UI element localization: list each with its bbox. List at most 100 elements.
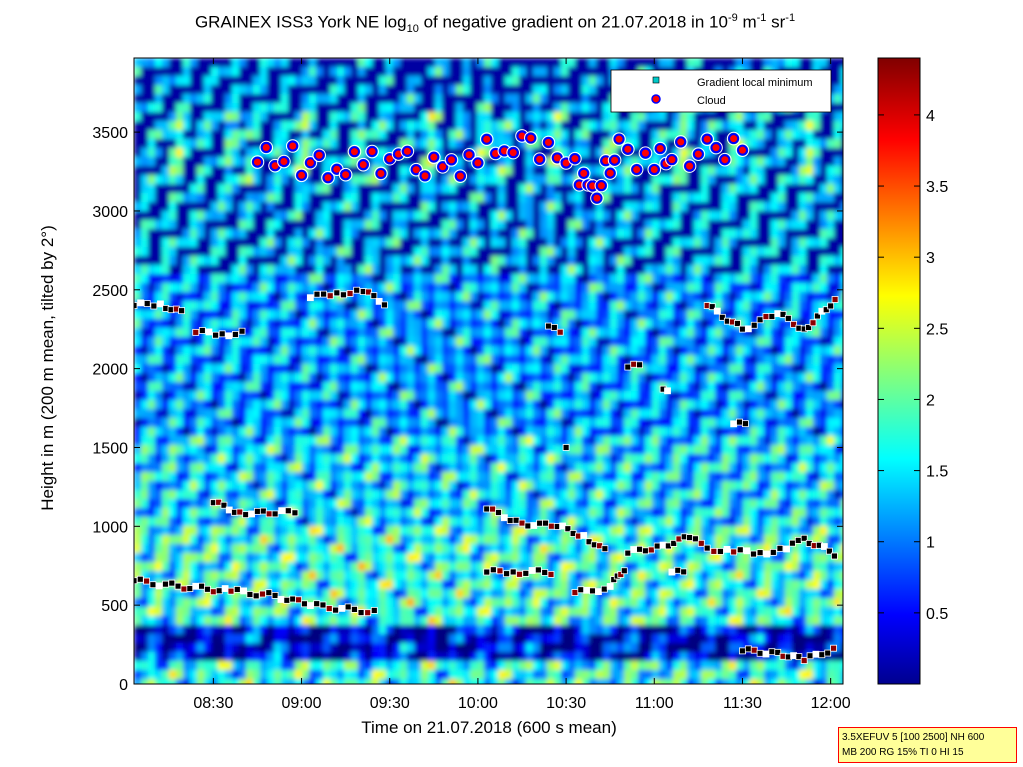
heat-cell xyxy=(134,454,142,464)
heat-cell xyxy=(309,148,317,158)
heat-cell xyxy=(470,454,478,464)
heat-cell xyxy=(589,283,597,293)
heat-cell xyxy=(610,526,618,536)
heat-cell xyxy=(463,310,471,320)
heat-cell xyxy=(449,67,457,77)
heat-cell xyxy=(162,373,170,383)
heat-cell xyxy=(428,139,436,149)
heat-cell xyxy=(470,202,478,212)
heat-cell xyxy=(232,265,240,275)
heat-cell xyxy=(330,580,338,590)
heat-cell xyxy=(533,418,541,428)
heat-cell xyxy=(561,364,569,374)
heat-cell xyxy=(568,364,576,374)
heat-cell xyxy=(358,355,366,365)
heat-cell xyxy=(365,508,373,518)
heat-cell xyxy=(141,292,149,302)
heat-cell xyxy=(267,310,275,320)
heat-cell xyxy=(134,211,142,221)
heat-cell xyxy=(295,67,303,77)
heat-cell xyxy=(456,292,464,302)
heat-cell xyxy=(463,436,471,446)
heat-cell xyxy=(365,517,373,527)
heat-cell xyxy=(624,598,632,608)
heat-cell xyxy=(295,472,303,482)
heat-cell xyxy=(512,121,520,131)
heat-cell xyxy=(323,643,331,653)
heat-cell xyxy=(596,166,604,176)
heat-cell xyxy=(288,589,296,599)
heat-cell xyxy=(134,148,142,158)
heat-cell xyxy=(498,175,506,185)
heat-cell xyxy=(421,499,429,509)
heat-cell xyxy=(456,220,464,230)
heat-cell xyxy=(470,112,478,122)
heat-cell xyxy=(246,562,254,572)
heat-cell xyxy=(526,301,534,311)
heat-cell xyxy=(204,508,212,518)
heat-cell xyxy=(575,76,583,86)
heat-cell xyxy=(134,382,142,392)
heat-cell xyxy=(323,589,331,599)
heat-cell xyxy=(239,391,247,401)
heat-cell xyxy=(302,391,310,401)
heat-cell xyxy=(211,94,219,104)
heat-cell xyxy=(232,472,240,482)
heat-cell xyxy=(330,139,338,149)
heat-cell xyxy=(162,247,170,257)
heat-cell xyxy=(386,670,394,680)
heat-cell xyxy=(533,238,541,248)
heat-cell xyxy=(134,643,142,653)
heat-cell xyxy=(183,175,191,185)
heat-cell xyxy=(372,616,380,626)
heat-cell xyxy=(414,445,422,455)
heat-cell xyxy=(407,661,415,671)
heat-cell xyxy=(624,580,632,590)
heat-cell xyxy=(211,166,219,176)
heat-cell xyxy=(526,400,534,410)
heat-cell xyxy=(197,112,205,122)
heat-cell xyxy=(379,661,387,671)
heat-cell xyxy=(526,292,534,302)
heat-cell xyxy=(442,472,450,482)
heat-cell xyxy=(477,589,485,599)
heat-cell xyxy=(148,373,156,383)
heat-cell xyxy=(246,364,254,374)
heat-cell xyxy=(617,409,625,419)
heat-cell xyxy=(148,598,156,608)
heat-cell xyxy=(204,274,212,284)
heat-cell xyxy=(141,256,149,266)
heat-cell xyxy=(442,292,450,302)
heat-cell xyxy=(316,634,324,644)
heat-cell xyxy=(596,553,604,563)
heat-cell xyxy=(414,436,422,446)
heat-cell xyxy=(477,526,485,536)
heat-cell xyxy=(428,652,436,662)
heat-cell xyxy=(281,463,289,473)
heat-cell xyxy=(554,535,562,545)
heat-cell xyxy=(183,193,191,203)
heat-cell xyxy=(337,508,345,518)
heat-cell xyxy=(484,94,492,104)
heat-cell xyxy=(281,490,289,500)
heat-cell xyxy=(386,526,394,536)
heat-cell xyxy=(456,535,464,545)
heat-cell xyxy=(134,238,142,248)
heat-cell xyxy=(232,139,240,149)
heat-cell xyxy=(330,328,338,338)
heat-cell xyxy=(456,112,464,122)
heat-cell xyxy=(260,472,268,482)
heat-cell xyxy=(169,67,177,77)
heat-cell xyxy=(218,643,226,653)
heat-cell xyxy=(533,607,541,617)
heat-cell xyxy=(260,121,268,131)
heat-cell xyxy=(155,139,163,149)
heat-cell xyxy=(239,427,247,437)
heat-cell xyxy=(435,328,443,338)
heat-cell xyxy=(617,463,625,473)
heat-cell xyxy=(533,652,541,662)
heat-cell xyxy=(393,427,401,437)
heat-cell xyxy=(169,382,177,392)
heat-cell xyxy=(428,670,436,680)
heat-cell xyxy=(449,409,457,419)
